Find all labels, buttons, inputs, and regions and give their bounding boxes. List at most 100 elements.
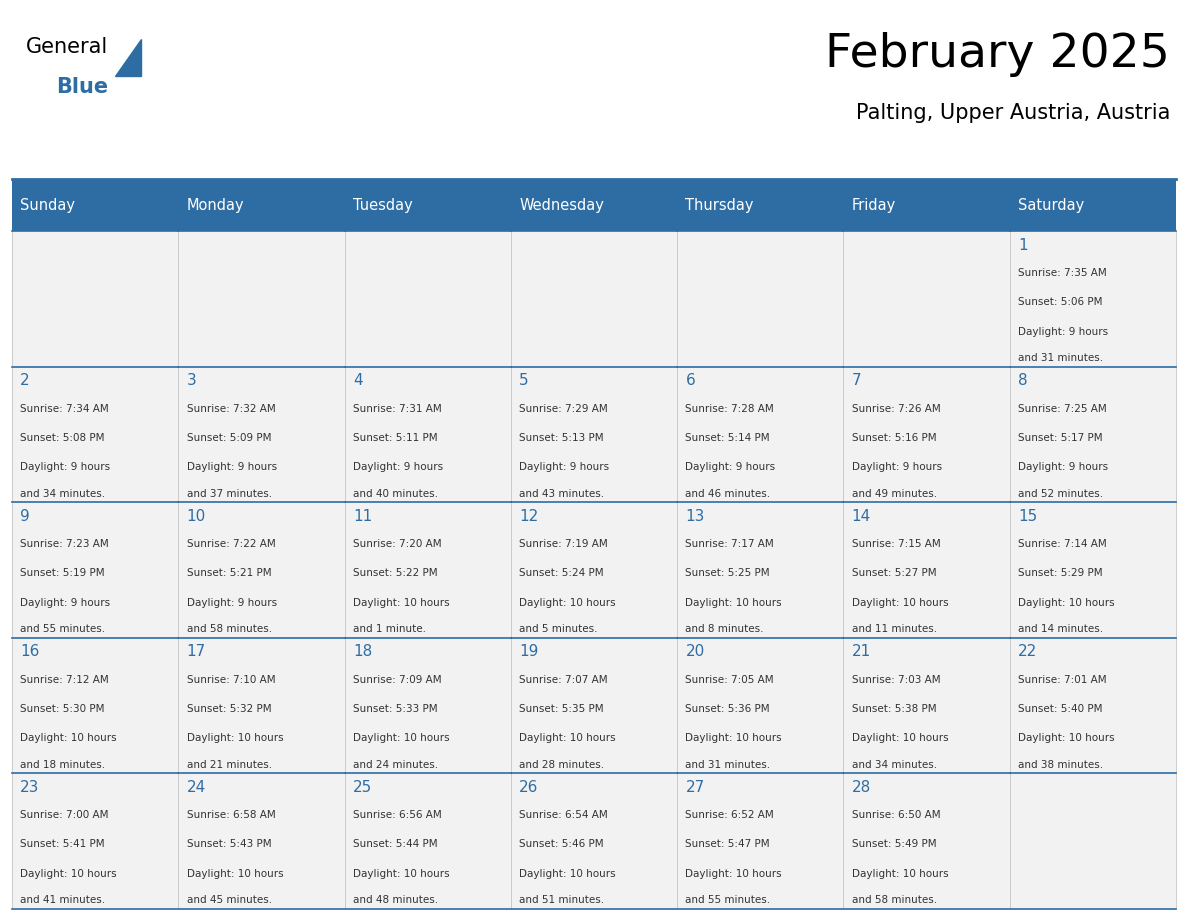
- Text: and 24 minutes.: and 24 minutes.: [353, 760, 438, 770]
- Text: and 14 minutes.: and 14 minutes.: [1018, 624, 1104, 634]
- Text: Sunset: 5:27 PM: Sunset: 5:27 PM: [852, 568, 936, 578]
- Text: and 8 minutes.: and 8 minutes.: [685, 624, 764, 634]
- Text: 10: 10: [187, 509, 206, 524]
- Text: Sunset: 5:32 PM: Sunset: 5:32 PM: [187, 704, 271, 714]
- Text: Sunrise: 7:31 AM: Sunrise: 7:31 AM: [353, 404, 442, 413]
- Text: Daylight: 9 hours: Daylight: 9 hours: [1018, 327, 1108, 337]
- Text: Daylight: 9 hours: Daylight: 9 hours: [852, 463, 942, 472]
- Text: and 34 minutes.: and 34 minutes.: [852, 760, 937, 770]
- Text: and 45 minutes.: and 45 minutes.: [187, 895, 272, 905]
- FancyBboxPatch shape: [1010, 502, 1176, 638]
- Text: 3: 3: [187, 374, 196, 388]
- FancyBboxPatch shape: [843, 231, 1010, 367]
- Text: Sunset: 5:49 PM: Sunset: 5:49 PM: [852, 839, 936, 849]
- Text: Sunrise: 7:01 AM: Sunrise: 7:01 AM: [1018, 675, 1107, 685]
- Text: Daylight: 10 hours: Daylight: 10 hours: [353, 733, 449, 744]
- Text: Sunrise: 7:09 AM: Sunrise: 7:09 AM: [353, 675, 442, 685]
- Text: Sunset: 5:33 PM: Sunset: 5:33 PM: [353, 704, 437, 714]
- Text: Sunset: 5:13 PM: Sunset: 5:13 PM: [519, 433, 604, 442]
- Text: Daylight: 10 hours: Daylight: 10 hours: [187, 733, 283, 744]
- Text: Daylight: 9 hours: Daylight: 9 hours: [685, 463, 776, 472]
- Text: Daylight: 9 hours: Daylight: 9 hours: [1018, 463, 1108, 472]
- Text: and 58 minutes.: and 58 minutes.: [852, 895, 937, 905]
- Text: Sunrise: 7:10 AM: Sunrise: 7:10 AM: [187, 675, 276, 685]
- Text: and 40 minutes.: and 40 minutes.: [353, 489, 438, 498]
- Text: 15: 15: [1018, 509, 1037, 524]
- FancyBboxPatch shape: [178, 502, 345, 638]
- Text: Sunrise: 7:05 AM: Sunrise: 7:05 AM: [685, 675, 775, 685]
- Text: Sunrise: 7:25 AM: Sunrise: 7:25 AM: [1018, 404, 1107, 413]
- Text: Wednesday: Wednesday: [519, 197, 604, 213]
- Text: and 46 minutes.: and 46 minutes.: [685, 489, 771, 498]
- FancyBboxPatch shape: [345, 773, 511, 909]
- Text: 6: 6: [685, 374, 695, 388]
- Text: Daylight: 10 hours: Daylight: 10 hours: [1018, 733, 1114, 744]
- Text: Daylight: 10 hours: Daylight: 10 hours: [852, 868, 948, 879]
- Text: and 41 minutes.: and 41 minutes.: [20, 895, 106, 905]
- Text: 18: 18: [353, 644, 372, 659]
- Text: Sunset: 5:35 PM: Sunset: 5:35 PM: [519, 704, 604, 714]
- FancyBboxPatch shape: [178, 231, 345, 367]
- Text: Sunset: 5:24 PM: Sunset: 5:24 PM: [519, 568, 604, 578]
- Text: and 55 minutes.: and 55 minutes.: [685, 895, 771, 905]
- Text: Sunrise: 7:22 AM: Sunrise: 7:22 AM: [187, 539, 276, 549]
- Text: Daylight: 10 hours: Daylight: 10 hours: [20, 733, 116, 744]
- Text: Daylight: 10 hours: Daylight: 10 hours: [685, 598, 782, 608]
- Text: Daylight: 9 hours: Daylight: 9 hours: [20, 598, 110, 608]
- Text: 2: 2: [20, 374, 30, 388]
- FancyBboxPatch shape: [843, 502, 1010, 638]
- Text: 1: 1: [1018, 238, 1028, 252]
- Text: Sunset: 5:43 PM: Sunset: 5:43 PM: [187, 839, 271, 849]
- Text: 22: 22: [1018, 644, 1037, 659]
- Text: February 2025: February 2025: [826, 32, 1170, 77]
- Text: Blue: Blue: [56, 77, 108, 97]
- FancyBboxPatch shape: [1010, 231, 1176, 367]
- Text: and 31 minutes.: and 31 minutes.: [1018, 353, 1104, 364]
- Text: 7: 7: [852, 374, 861, 388]
- FancyBboxPatch shape: [511, 502, 677, 638]
- FancyBboxPatch shape: [345, 231, 511, 367]
- FancyBboxPatch shape: [1010, 367, 1176, 502]
- Text: Sunset: 5:47 PM: Sunset: 5:47 PM: [685, 839, 770, 849]
- Text: Daylight: 10 hours: Daylight: 10 hours: [1018, 598, 1114, 608]
- FancyBboxPatch shape: [511, 638, 677, 773]
- Text: Sunset: 5:36 PM: Sunset: 5:36 PM: [685, 704, 770, 714]
- FancyBboxPatch shape: [843, 638, 1010, 773]
- Text: and 49 minutes.: and 49 minutes.: [852, 489, 937, 498]
- Text: Sunset: 5:06 PM: Sunset: 5:06 PM: [1018, 297, 1102, 308]
- Text: 20: 20: [685, 644, 704, 659]
- Text: Monday: Monday: [187, 197, 245, 213]
- Text: and 11 minutes.: and 11 minutes.: [852, 624, 937, 634]
- Text: Sunset: 5:16 PM: Sunset: 5:16 PM: [852, 433, 936, 442]
- FancyBboxPatch shape: [12, 179, 1176, 231]
- Text: Daylight: 10 hours: Daylight: 10 hours: [685, 868, 782, 879]
- Text: Sunset: 5:41 PM: Sunset: 5:41 PM: [20, 839, 105, 849]
- Text: Daylight: 10 hours: Daylight: 10 hours: [519, 868, 615, 879]
- Text: Sunset: 5:21 PM: Sunset: 5:21 PM: [187, 568, 271, 578]
- FancyBboxPatch shape: [345, 638, 511, 773]
- Text: Daylight: 9 hours: Daylight: 9 hours: [187, 463, 277, 472]
- Text: Sunset: 5:30 PM: Sunset: 5:30 PM: [20, 704, 105, 714]
- Text: and 43 minutes.: and 43 minutes.: [519, 489, 605, 498]
- Text: 21: 21: [852, 644, 871, 659]
- Text: 4: 4: [353, 374, 362, 388]
- Text: Sunrise: 7:29 AM: Sunrise: 7:29 AM: [519, 404, 608, 413]
- Text: and 34 minutes.: and 34 minutes.: [20, 489, 106, 498]
- FancyBboxPatch shape: [843, 367, 1010, 502]
- FancyBboxPatch shape: [677, 502, 843, 638]
- Text: and 51 minutes.: and 51 minutes.: [519, 895, 605, 905]
- Text: 9: 9: [20, 509, 30, 524]
- Text: 13: 13: [685, 509, 704, 524]
- Text: 5: 5: [519, 374, 529, 388]
- Text: Tuesday: Tuesday: [353, 197, 412, 213]
- FancyBboxPatch shape: [12, 638, 178, 773]
- Text: Friday: Friday: [852, 197, 896, 213]
- Text: and 1 minute.: and 1 minute.: [353, 624, 425, 634]
- Text: Sunset: 5:11 PM: Sunset: 5:11 PM: [353, 433, 437, 442]
- FancyBboxPatch shape: [178, 367, 345, 502]
- Text: 11: 11: [353, 509, 372, 524]
- Text: 28: 28: [852, 779, 871, 795]
- FancyBboxPatch shape: [345, 502, 511, 638]
- Text: and 48 minutes.: and 48 minutes.: [353, 895, 438, 905]
- Text: Daylight: 10 hours: Daylight: 10 hours: [519, 598, 615, 608]
